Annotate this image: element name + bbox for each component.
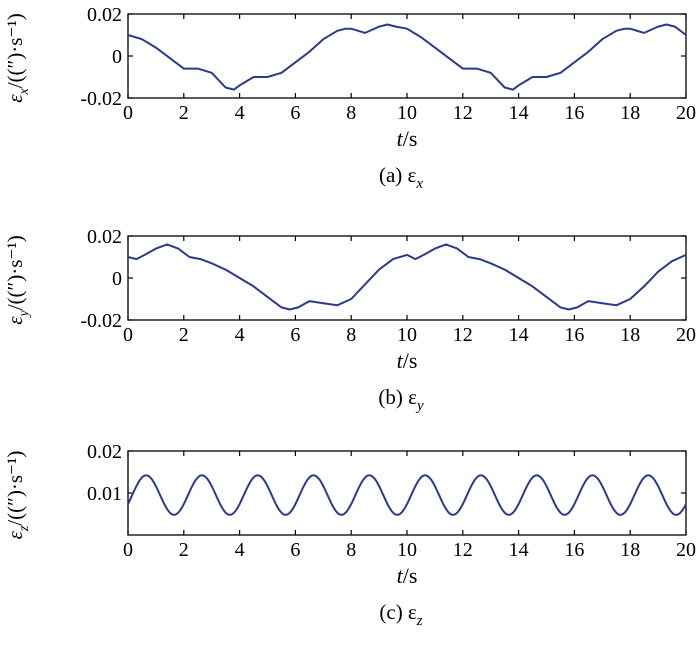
caption-sub-b: y — [415, 398, 424, 414]
axes-frame-b — [127, 235, 687, 321]
x-tick-label-c-7: 14 — [509, 539, 529, 561]
caption-a: (a) εx — [379, 163, 423, 192]
x-tick-label-a-5: 10 — [397, 102, 417, 124]
y-axis-label-b: εy/((″)·s⁻¹) — [3, 235, 32, 325]
x-tick-label-b-6: 12 — [453, 324, 473, 346]
x-axis-label-a: t/s — [397, 126, 418, 151]
series-line-c — [127, 474, 687, 516]
x-axis-label-unit-c: /s — [403, 563, 418, 588]
y-axis-label-unit-b: /((″)·s⁻¹) — [3, 235, 27, 310]
x-tick-label-b-10: 20 — [676, 324, 696, 346]
x-tick-label-c-8: 16 — [564, 539, 584, 561]
y-tick-label-b-1: 0 — [112, 268, 122, 290]
caption-sub-c: z — [416, 613, 423, 629]
y-tick-label-a-2: 0.02 — [87, 4, 122, 26]
x-tick-label-c-5: 10 — [397, 539, 417, 561]
x-tick-label-b-7: 14 — [509, 324, 529, 346]
x-tick-label-b-1: 2 — [179, 324, 189, 346]
x-tick-label-a-10: 20 — [676, 102, 696, 124]
x-tick-label-c-2: 4 — [235, 539, 245, 561]
caption-main-c: (c) ε — [379, 600, 417, 624]
axes-frame-c — [127, 450, 687, 536]
x-tick-label-b-8: 16 — [564, 324, 584, 346]
y-axis-label-a: εx/((″)·s⁻¹) — [3, 13, 32, 103]
y-tick-label-c-0: 0.01 — [87, 483, 122, 505]
x-axis-label-b: t/s — [397, 348, 418, 373]
x-axis-label-c: t/s — [397, 563, 418, 588]
caption-sub-a: x — [415, 176, 423, 192]
x-tick-label-a-7: 14 — [509, 102, 529, 124]
x-tick-label-c-10: 20 — [676, 539, 696, 561]
x-axis-label-main-a: t — [397, 126, 404, 151]
x-axis-label-unit-b: /s — [403, 348, 418, 373]
x-tick-label-a-3: 6 — [290, 102, 300, 124]
x-tick-label-b-9: 18 — [620, 324, 640, 346]
y-axis-label-unit-a: /((″)·s⁻¹) — [3, 13, 27, 88]
x-tick-label-b-4: 8 — [346, 324, 356, 346]
y-tick-label-a-1: 0 — [112, 46, 122, 68]
x-tick-label-b-3: 6 — [290, 324, 300, 346]
y-axis-label-sub-c: z — [17, 525, 32, 532]
caption-b: (b) εy — [378, 385, 424, 414]
x-tick-label-a-1: 2 — [179, 102, 189, 124]
caption-main-a: (a) ε — [379, 163, 417, 187]
y-tick-label-b-0: -0.02 — [80, 310, 122, 332]
x-tick-label-a-8: 16 — [564, 102, 584, 124]
x-tick-label-b-0: 0 — [123, 324, 133, 346]
x-tick-label-a-9: 18 — [620, 102, 640, 124]
y-axis-label-sub-b: y — [17, 310, 32, 319]
x-tick-label-b-2: 4 — [235, 324, 245, 346]
x-tick-label-a-4: 8 — [346, 102, 356, 124]
ticks-c: 0 2 4 6 8 10 12 14 16 18 20 0.01 0.02 — [87, 441, 696, 561]
x-axis-label-main-c: t — [397, 563, 404, 588]
y-axis-label-main-b: ε — [3, 316, 27, 325]
series-line-a — [127, 23, 687, 91]
y-axis-label-main-a: ε — [3, 94, 27, 103]
y-tick-label-c-1: 0.02 — [87, 441, 122, 463]
caption-main-b: (b) ε — [378, 385, 417, 409]
x-axis-label-unit-a: /s — [403, 126, 418, 151]
y-tick-label-a-0: -0.02 — [80, 88, 122, 110]
y-axis-label-c: εz/((″)·s⁻¹) — [3, 451, 32, 540]
x-tick-label-c-0: 0 — [123, 539, 133, 561]
x-tick-label-a-6: 12 — [453, 102, 473, 124]
caption-c: (c) εz — [379, 600, 422, 629]
axes-frame-a — [127, 13, 687, 99]
x-tick-label-c-6: 12 — [453, 539, 473, 561]
y-axis-label-sub-a: x — [17, 88, 32, 96]
x-tick-label-a-0: 0 — [123, 102, 133, 124]
x-tick-label-c-3: 6 — [290, 539, 300, 561]
x-tick-label-a-2: 4 — [235, 102, 245, 124]
x-tick-label-c-1: 2 — [179, 539, 189, 561]
y-axis-label-main-c: ε — [3, 530, 27, 539]
x-axis-label-main-b: t — [397, 348, 404, 373]
x-tick-label-b-5: 10 — [397, 324, 417, 346]
x-tick-label-c-4: 8 — [346, 539, 356, 561]
series-line-b — [127, 243, 687, 311]
x-tick-label-c-9: 18 — [620, 539, 640, 561]
panel-c: 0 2 4 6 8 10 12 14 16 18 200.010.02 t/s εz/((″)·s⁻… — [3, 441, 696, 629]
y-tick-label-b-2: 0.02 — [87, 226, 122, 248]
y-axis-label-unit-c: /((″)·s⁻¹) — [3, 451, 27, 526]
